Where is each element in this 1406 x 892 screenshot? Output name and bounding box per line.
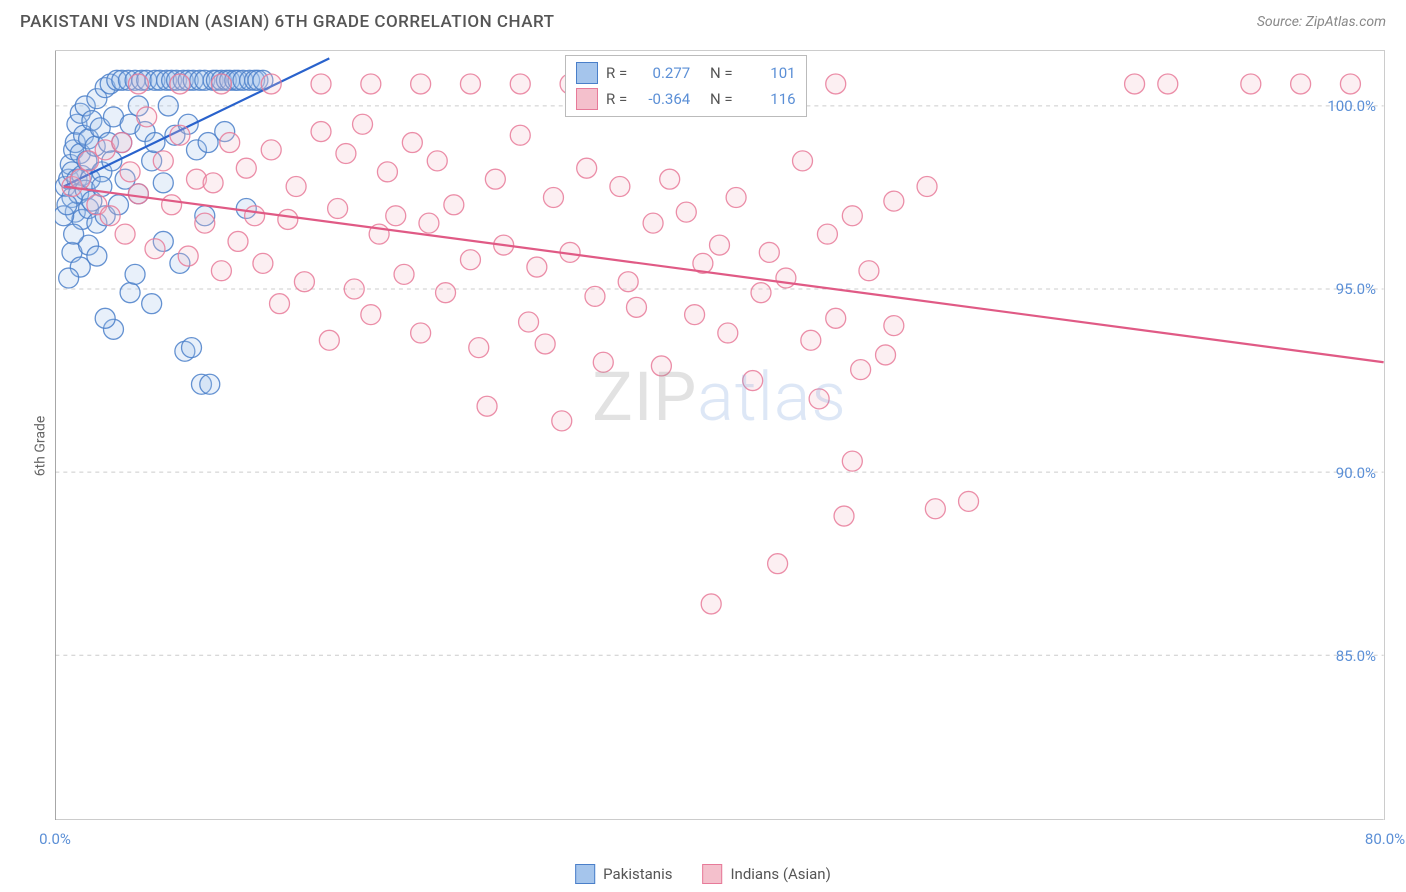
r-value-1: 0.277	[635, 64, 690, 82]
n-value-1: 101	[741, 64, 796, 82]
legend-stats-row-1: R = 0.277 N = 101	[576, 60, 796, 86]
bottom-legend-item-1: Pakistanis	[575, 864, 672, 884]
chart-header: PAKISTANI VS INDIAN (ASIAN) 6TH GRADE CO…	[0, 0, 1406, 40]
y-tick-label: 100.0%	[1327, 97, 1376, 115]
r-label-1: R =	[606, 64, 627, 82]
n-label-2: N =	[710, 90, 733, 108]
y-tick-label: 95.0%	[1336, 280, 1376, 298]
r-value-2: -0.364	[635, 90, 690, 108]
legend-stats-box: R = 0.277 N = 101 R = -0.364 N = 116	[565, 55, 807, 117]
bottom-legend-label-1: Pakistanis	[603, 865, 672, 883]
y-axis-label: 6th Grade	[32, 416, 48, 477]
chart-source: Source: ZipAtlas.com	[1257, 14, 1386, 30]
legend-swatch-1	[576, 62, 598, 84]
n-label-1: N =	[710, 64, 733, 82]
r-label-2: R =	[606, 90, 627, 108]
bottom-legend-swatch-2	[702, 864, 722, 884]
bottom-legend-item-2: Indians (Asian)	[702, 864, 830, 884]
bottom-legend-label-2: Indians (Asian)	[730, 865, 830, 883]
n-value-2: 116	[741, 90, 796, 108]
x-tick-label: 0.0%	[39, 830, 71, 848]
x-tick-label: 80.0%	[1365, 830, 1405, 848]
chart-plot-area: ZIPatlas R = 0.277 N = 101 R = -0.364 N …	[55, 50, 1385, 820]
y-tick-label: 85.0%	[1336, 647, 1376, 665]
bottom-legend: Pakistanis Indians (Asian)	[575, 864, 831, 884]
bottom-legend-swatch-1	[575, 864, 595, 884]
legend-swatch-2	[576, 88, 598, 110]
legend-stats-row-2: R = -0.364 N = 116	[576, 86, 796, 112]
chart-title: PAKISTANI VS INDIAN (ASIAN) 6TH GRADE CO…	[20, 12, 554, 32]
y-tick-label: 90.0%	[1336, 464, 1376, 482]
chart-svg	[55, 51, 1384, 820]
